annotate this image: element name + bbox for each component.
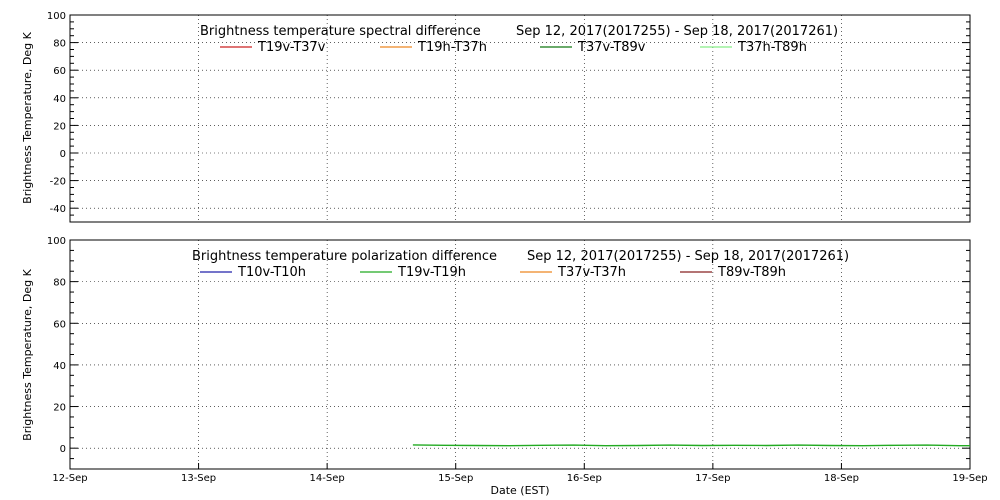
spectral-difference-panel: -40 -20 0 20 40 60 80 100 Brightness temperatur… <box>21 11 971 223</box>
y-tick-label: 0 <box>60 444 66 455</box>
y-tick-label: 100 <box>47 11 66 22</box>
plot-frame <box>69 14 971 223</box>
y-tick-label: 0 <box>60 149 66 160</box>
series-line <box>412 444 970 447</box>
y-tick-label: -40 <box>50 204 66 215</box>
y-tick-label: 60 <box>53 66 66 77</box>
x-tick-label: 13-Sep <box>181 473 216 484</box>
x-tick-label: 17-Sep <box>695 473 730 484</box>
x-tick-label: 14-Sep <box>310 473 345 484</box>
y-ticks: 0 20 40 60 80 100 <box>47 236 970 470</box>
chart-title: Brightness temperature spectral differen… <box>200 24 481 39</box>
x-axis-label: Date (EST) <box>490 484 549 497</box>
y-tick-label: 80 <box>53 278 66 289</box>
plot-frame <box>69 239 971 470</box>
y-ticks: -40 -20 0 20 40 60 80 100 <box>47 11 970 223</box>
y-tick-label: 20 <box>53 403 66 414</box>
legend-label: T37h-T89h <box>737 40 807 55</box>
legend-label: T19h-T37h <box>417 40 487 55</box>
polarization-difference-panel: 0 20 40 60 80 100 12-Sep 13-Sep 14-Sep 15-Sep 16-… <box>21 236 988 497</box>
legend-label: T37v-T37h <box>557 265 626 280</box>
y-axis-label: Brightness Temperature, Deg K <box>21 268 34 440</box>
x-tick-label: 19-Sep <box>952 473 987 484</box>
chart-date-range: Sep 12, 2017(2017255) - Sep 18, 2017(201… <box>527 249 849 264</box>
legend-label: T10v-T10h <box>237 265 306 280</box>
x-ticks: 12-Sep 13-Sep 14-Sep 15-Sep 16-Sep 17-Sep 18-S… <box>52 463 988 484</box>
series-lines <box>412 444 970 447</box>
x-tick-label: 15-Sep <box>438 473 473 484</box>
y-tick-label: -20 <box>50 177 66 188</box>
x-tick-label: 18-Sep <box>824 473 859 484</box>
legend-label: T37v-T89v <box>577 40 646 55</box>
chart-date-range: Sep 12, 2017(2017255) - Sep 18, 2017(201… <box>516 24 838 39</box>
x-tick-label: 16-Sep <box>567 473 602 484</box>
x-tick-label: 12-Sep <box>52 473 87 484</box>
legend-label: T19v-T37v <box>257 40 326 55</box>
y-tick-label: 40 <box>53 94 66 105</box>
chart-title: Brightness temperature polarization diff… <box>192 249 497 264</box>
y-tick-label: 20 <box>53 121 66 132</box>
y-tick-label: 80 <box>53 39 66 50</box>
y-axis-label: Brightness Temperature, Deg K <box>21 31 34 203</box>
grid <box>70 239 970 469</box>
y-tick-label: 100 <box>47 236 66 247</box>
grid <box>70 14 970 222</box>
legend: T19v-T37v T19h-T37h T37v-T89v T37h-T89h <box>220 40 807 55</box>
legend: T10v-T10h T19v-T19h T37v-T37h T89v-T89h <box>200 265 786 280</box>
y-tick-label: 40 <box>53 361 66 372</box>
legend-label: T19v-T19h <box>397 265 466 280</box>
y-tick-label: 60 <box>53 319 66 330</box>
legend-label: T89v-T89h <box>717 265 786 280</box>
